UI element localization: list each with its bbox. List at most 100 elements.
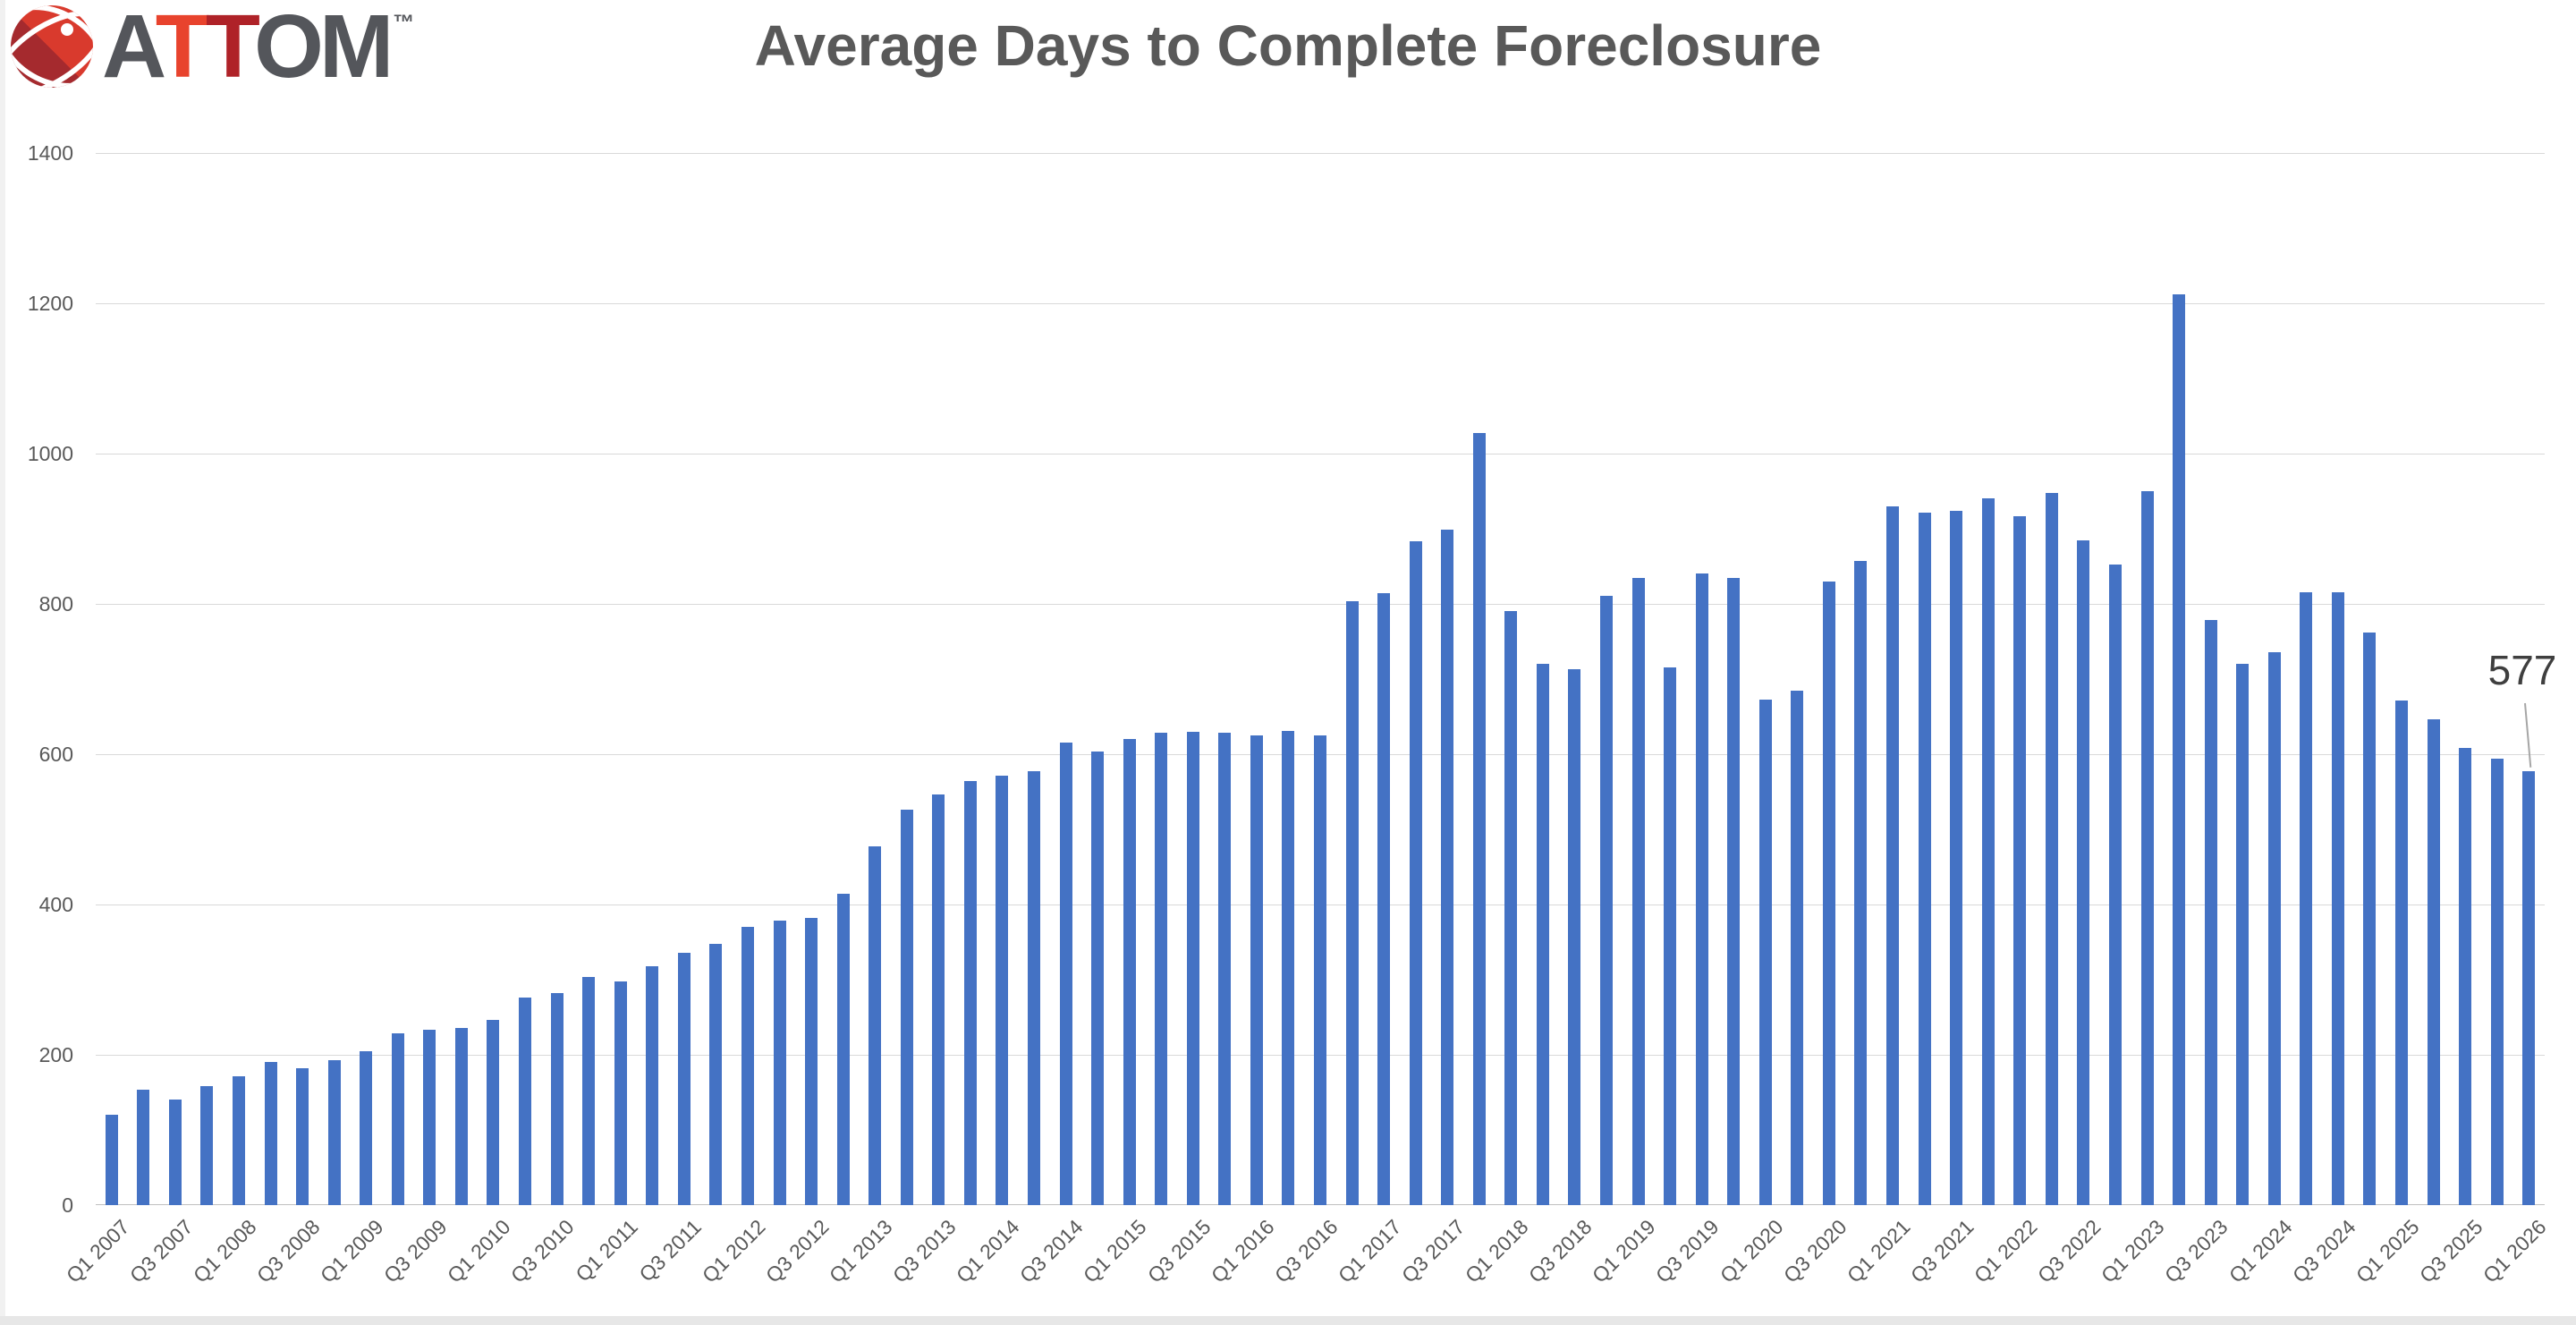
x-tick-label-q1-2009: Q1 2009 bbox=[315, 1215, 388, 1287]
bar-q1-2026 bbox=[2522, 771, 2536, 1205]
x-tick-label-q3-2009: Q3 2009 bbox=[378, 1215, 452, 1287]
bar-q4-2007 bbox=[200, 1086, 214, 1205]
x-tick-label-q1-2022: Q1 2022 bbox=[1969, 1215, 2042, 1287]
bar-q2-2010 bbox=[519, 998, 532, 1205]
logo-letter-t1: T bbox=[155, 0, 210, 97]
gridline-800 bbox=[96, 604, 2545, 605]
x-tick-label-q3-2014: Q3 2014 bbox=[1015, 1215, 1088, 1287]
bar-q2-2023 bbox=[2173, 294, 2186, 1205]
bar-q4-2022 bbox=[2108, 565, 2122, 1205]
x-tick-label-q1-2010: Q1 2010 bbox=[443, 1215, 515, 1287]
left-edge-strip bbox=[0, 0, 5, 1325]
bar-q3-2018 bbox=[1568, 669, 1581, 1205]
bar-q1-2011 bbox=[614, 981, 627, 1205]
bar-q3-2017 bbox=[1441, 530, 1454, 1205]
logo-letters-om: OM bbox=[254, 0, 394, 97]
logo-letter-a: A bbox=[102, 0, 160, 97]
x-tick-label-q3-2023: Q3 2023 bbox=[2160, 1215, 2233, 1287]
bar-q4-2025 bbox=[2490, 759, 2504, 1205]
bar-q2-2015 bbox=[1155, 733, 1168, 1205]
y-tick-label-1400: 1400 bbox=[27, 141, 73, 165]
plot-area bbox=[96, 153, 2545, 1205]
y-axis: 0 200 400 600 800 1000 1200 1400 bbox=[0, 141, 75, 1217]
bar-q3-2015 bbox=[1186, 732, 1199, 1205]
bar-q4-2019 bbox=[1727, 578, 1741, 1205]
trademark-symbol: ™ bbox=[393, 11, 415, 35]
x-tick-label-q1-2021: Q1 2021 bbox=[1842, 1215, 1915, 1287]
bar-q4-2013 bbox=[963, 781, 977, 1205]
data-label-last-bar: 577 bbox=[2487, 647, 2557, 693]
x-tick-label-q3-2012: Q3 2012 bbox=[760, 1215, 834, 1287]
x-tick-label-q3-2015: Q3 2015 bbox=[1142, 1215, 1216, 1287]
bar-q4-2023 bbox=[2236, 664, 2250, 1205]
bar-q2-2008 bbox=[264, 1062, 277, 1205]
x-tick-label-q3-2020: Q3 2020 bbox=[1778, 1215, 1852, 1287]
x-tick-label-q3-2025: Q3 2025 bbox=[2414, 1215, 2487, 1287]
bar-q4-2010 bbox=[582, 977, 596, 1205]
bar-q3-2024 bbox=[2331, 592, 2344, 1205]
bar-q1-2007 bbox=[105, 1115, 118, 1205]
bar-q3-2012 bbox=[805, 918, 818, 1205]
x-tick-label-q1-2011: Q1 2011 bbox=[571, 1215, 643, 1287]
bar-q1-2025 bbox=[2394, 701, 2408, 1205]
x-tick-label-q1-2024: Q1 2024 bbox=[2224, 1215, 2297, 1287]
bar-q3-2007 bbox=[168, 1100, 182, 1205]
attom-logo: ATTOM ™ bbox=[11, 2, 415, 91]
bar-q1-2023 bbox=[2140, 491, 2154, 1205]
logo-letter-t2: T bbox=[205, 0, 258, 97]
bar-q3-2020 bbox=[1822, 582, 1835, 1205]
bar-q2-2018 bbox=[1536, 664, 1549, 1205]
bar-q4-2018 bbox=[1600, 596, 1614, 1205]
x-tick-label-q3-2018: Q3 2018 bbox=[1524, 1215, 1597, 1287]
bar-q3-2008 bbox=[296, 1068, 309, 1205]
y-tick-label-1200: 1200 bbox=[27, 292, 73, 315]
bar-q2-2021 bbox=[1918, 513, 1931, 1205]
bar-q1-2008 bbox=[233, 1076, 245, 1205]
x-tick-label-q1-2012: Q1 2012 bbox=[697, 1215, 770, 1287]
x-tick-label-q1-2007: Q1 2007 bbox=[61, 1215, 134, 1287]
bar-q2-2012 bbox=[773, 921, 786, 1205]
bar-q1-2022 bbox=[2013, 516, 2027, 1205]
bar-q4-2024 bbox=[2363, 633, 2377, 1205]
bottom-edge-strip bbox=[0, 1316, 2576, 1325]
bar-q2-2022 bbox=[2045, 493, 2058, 1205]
bar-q3-2016 bbox=[1314, 735, 1326, 1205]
bar-q1-2014 bbox=[996, 776, 1009, 1205]
bar-q1-2012 bbox=[741, 927, 754, 1205]
x-tick-label-q3-2016: Q3 2016 bbox=[1269, 1215, 1343, 1287]
bar-q4-2015 bbox=[1218, 733, 1232, 1205]
bar-q3-2011 bbox=[677, 953, 691, 1205]
bar-q3-2022 bbox=[2077, 540, 2090, 1205]
globe-dot-icon bbox=[61, 23, 73, 36]
chart-title: Average Days to Complete Foreclosure bbox=[754, 13, 1822, 78]
bar-q1-2015 bbox=[1123, 739, 1136, 1205]
bar-q3-2009 bbox=[423, 1030, 436, 1205]
attom-globe-icon bbox=[11, 5, 93, 88]
bar-q3-2025 bbox=[2459, 748, 2472, 1205]
x-tick-label-q3-2017: Q3 2017 bbox=[1396, 1215, 1470, 1287]
x-tick-label-q3-2024: Q3 2024 bbox=[2287, 1215, 2360, 1287]
gridline-1200 bbox=[96, 303, 2545, 304]
bar-q4-2008 bbox=[327, 1060, 341, 1205]
x-tick-label-q1-2019: Q1 2019 bbox=[1588, 1215, 1660, 1287]
bar-q4-2012 bbox=[836, 894, 850, 1205]
bar-q1-2021 bbox=[1886, 506, 1900, 1205]
bar-q4-2009 bbox=[454, 1028, 468, 1205]
bar-q4-2021 bbox=[1981, 498, 1995, 1205]
x-tick-label-q3-2007: Q3 2007 bbox=[124, 1215, 198, 1287]
x-tick-label-q1-2017: Q1 2017 bbox=[1333, 1215, 1406, 1287]
y-tick-label-600: 600 bbox=[38, 743, 73, 766]
x-tick-label-q1-2013: Q1 2013 bbox=[824, 1215, 897, 1287]
bar-q1-2010 bbox=[487, 1020, 500, 1205]
bar-q3-2019 bbox=[1695, 573, 1708, 1205]
bar-q1-2016 bbox=[1250, 735, 1263, 1205]
x-tick-label-q3-2013: Q3 2013 bbox=[887, 1215, 961, 1287]
bar-q1-2020 bbox=[1758, 700, 1772, 1205]
x-tick-label-q1-2023: Q1 2023 bbox=[2097, 1215, 2169, 1287]
bar-q4-2020 bbox=[1854, 561, 1868, 1205]
x-tick-label-q3-2011: Q3 2011 bbox=[634, 1215, 707, 1287]
bar-q2-2019 bbox=[1664, 667, 1677, 1205]
gridline-1400 bbox=[96, 153, 2545, 154]
bar-q1-2024 bbox=[2267, 652, 2281, 1205]
